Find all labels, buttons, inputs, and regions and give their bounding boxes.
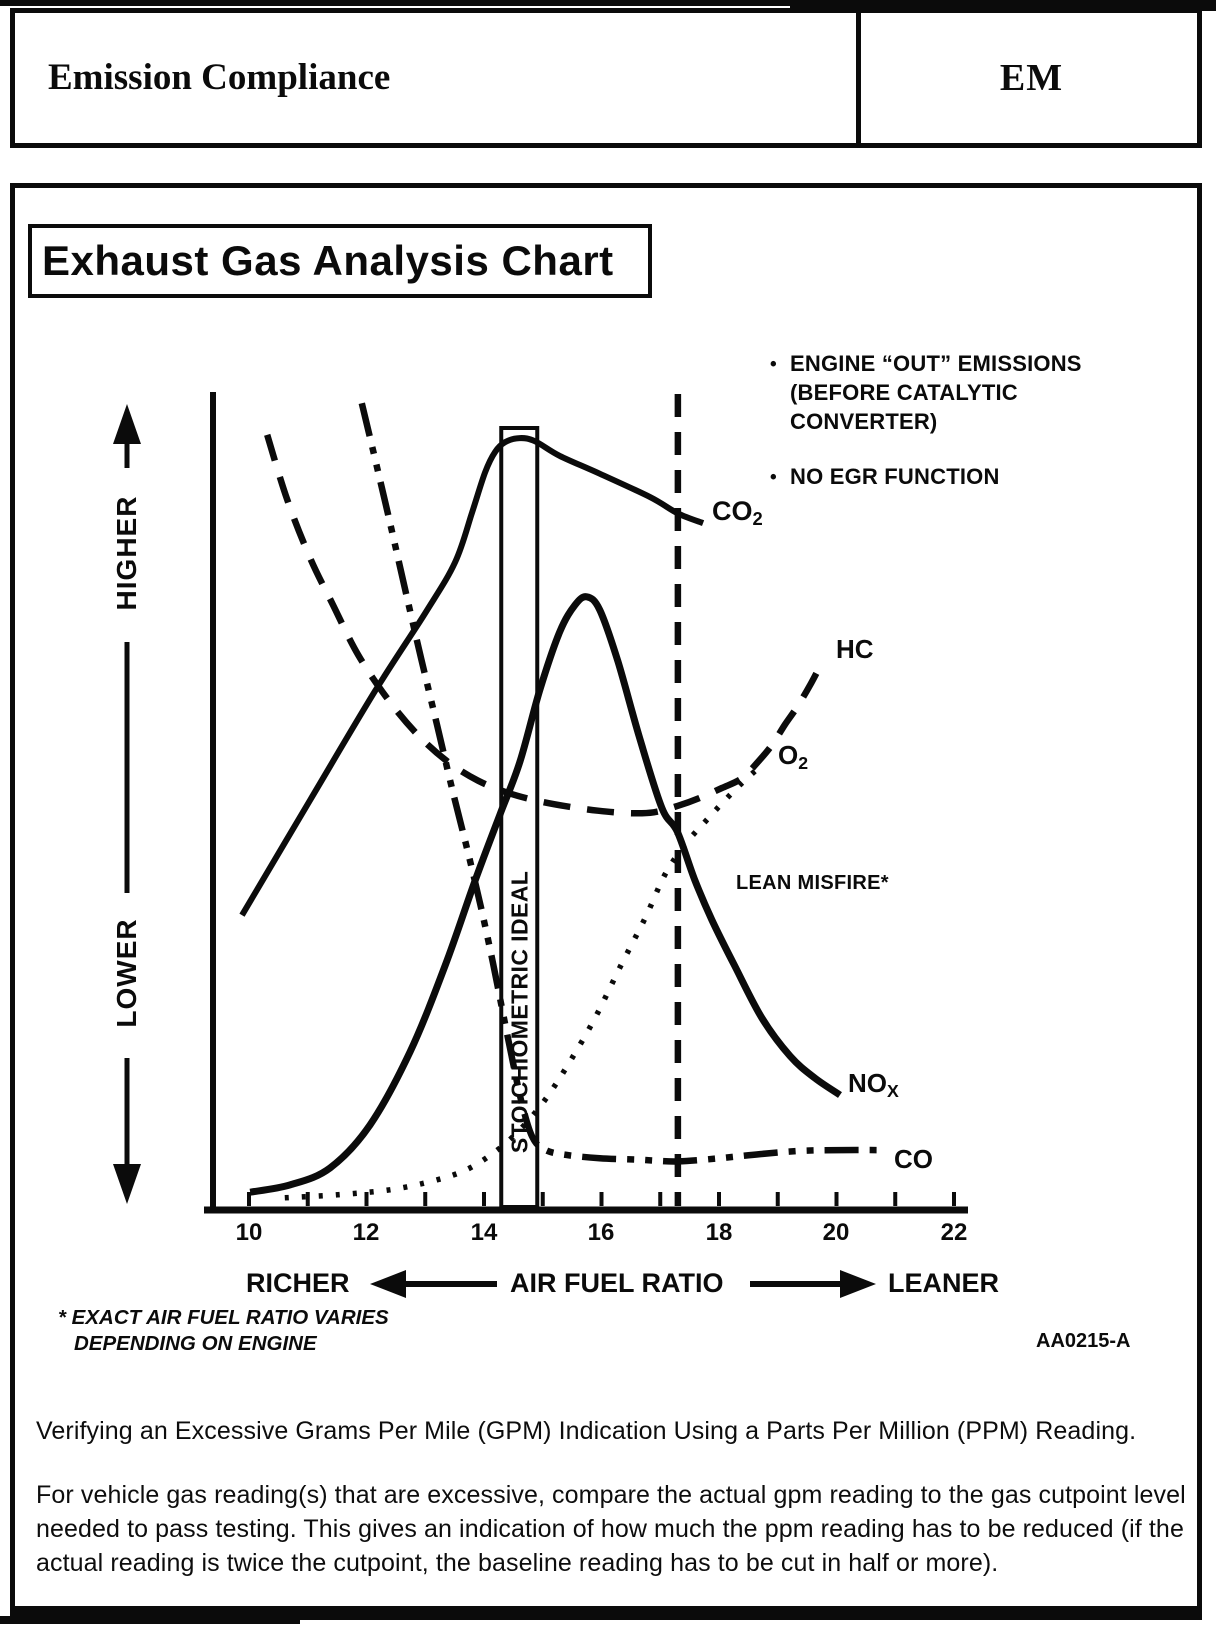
note-line: NO EGR FUNCTION [790,464,1000,489]
y-axis-high-label: HIGHER [111,495,142,611]
co-curve [358,402,885,1165]
note-line: CONVERTER) [790,409,938,434]
x-tick-label-12: 12 [352,1219,380,1246]
hc-curve-label: HC [836,634,874,668]
arrow-right-icon [840,1270,876,1298]
scan-edge-top-right [790,0,1216,11]
nox-curve [249,593,842,1196]
body-paragraph: For vehicle gas reading(s) that are exce… [36,1481,1186,1577]
arrow-down-icon [113,1164,141,1204]
figure-number: AA0215-A [1036,1330,1131,1352]
header-box [10,8,1202,148]
footnote-line1: * EXACT AIR FUEL RATIO VARIES [58,1306,389,1329]
lean-misfire-label: LEAN MISFIRE* [736,872,889,894]
note-no-egr: • NO EGR FUNCTION [770,462,1200,491]
o2-label-sub: 2 [798,752,809,773]
nox-label-text: NO [848,1068,887,1098]
scan-edge-bottom-left [0,1616,300,1624]
leaner-label: LEANER [888,1268,1000,1298]
co-curve-label: CO [894,1144,933,1178]
co2-curve [239,435,705,917]
o2-curve-label: O2 [778,740,808,774]
arrow-left-icon [370,1270,406,1298]
co-label-text: CO [894,1144,933,1174]
arrow-up-icon [113,404,141,444]
footnote-line2: DEPENDING ON ENGINE [74,1332,317,1355]
x-direction-arrows [370,1270,876,1298]
section-code: EM [999,57,1064,99]
co2-label-text: CO [712,496,753,526]
header-divider [856,8,861,148]
note-engine-out: • ENGINE “OUT” EMISSIONS (BEFORE CATALYT… [770,349,1200,436]
nox-label-sub: X [887,1080,899,1101]
bullet-icon: • [770,354,777,375]
figure-title-box [28,224,652,298]
x-tick-label-20: 20 [822,1219,850,1246]
note-line: ENGINE “OUT” EMISSIONS [790,351,1082,376]
hc-label-text: HC [836,634,874,664]
y-direction-arrow [113,404,141,1204]
nox-curve-label: NOX [848,1068,899,1102]
note-line: (BEFORE CATALYTIC [790,380,1018,405]
hc-curve [264,433,826,817]
scan-edge-top [0,0,1216,6]
x-tick-label-10: 10 [235,1219,263,1246]
body-heading: Verifying an Excessive Grams Per Mile (G… [36,1417,1137,1445]
bullet-icon: • [770,467,777,488]
x-tick-label-16: 16 [587,1219,615,1246]
o2-label-text: O [778,740,799,770]
y-axis-low-label: LOWER [111,918,142,1028]
figure-title: Exhaust Gas Analysis Chart [42,237,614,284]
co2-curve-label: CO2 [712,496,763,530]
stoichiometric-ideal-label: STOICHIOMETRIC IDEAL [506,870,533,1154]
x-tick-label-18: 18 [705,1219,733,1246]
figure-box [10,183,1202,1620]
page-title: Emission Compliance [48,57,391,98]
x-tick-label-22: 22 [940,1219,968,1246]
richer-label: RICHER [246,1268,350,1298]
co2-label-sub: 2 [752,508,763,530]
o2-curve [284,768,758,1201]
x-axis-title: AIR FUEL RATIO [510,1268,724,1298]
x-tick-label-14: 14 [470,1219,498,1246]
